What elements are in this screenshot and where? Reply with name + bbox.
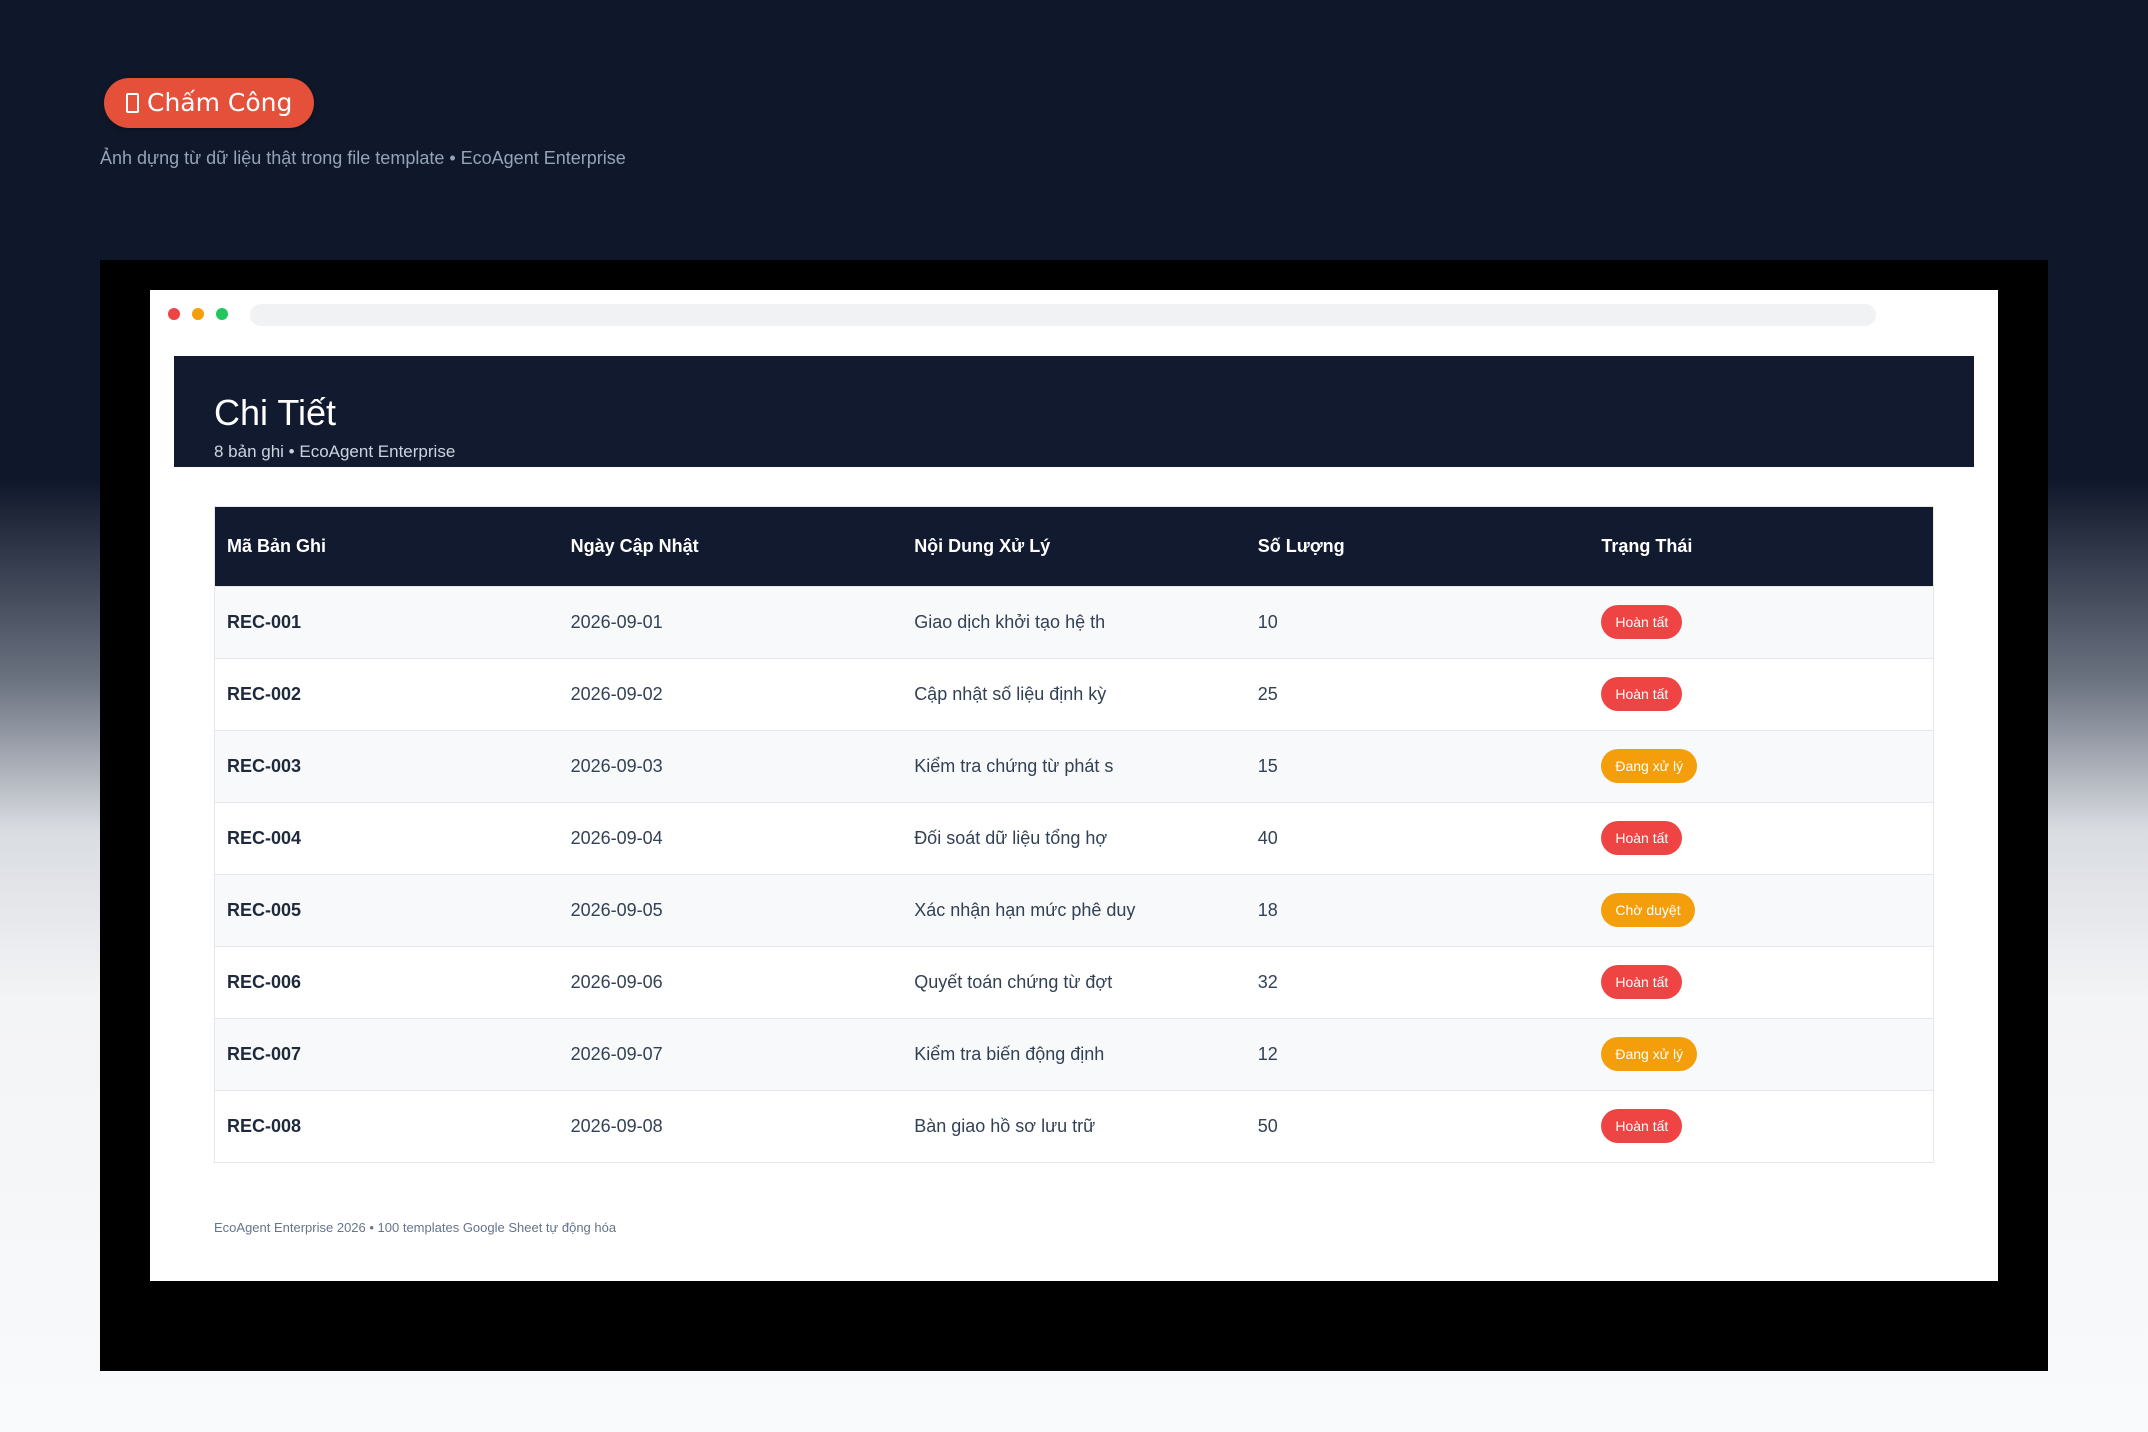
record-status-cell: Hoàn tất xyxy=(1589,1090,1933,1162)
footer-note: EcoAgent Enterprise 2026 • 100 templates… xyxy=(214,1220,617,1235)
record-content: Quyết toán chứng từ đợt xyxy=(914,971,1113,992)
record-quantity: 18 xyxy=(1257,899,1278,920)
table-row[interactable]: REC-008 2026-09-08 Bàn giao hồ sơ lưu tr… xyxy=(215,1090,1933,1162)
status-badge: Chờ duyệt xyxy=(1601,893,1695,927)
column-header-content[interactable]: Nội Dung Xử Lý xyxy=(914,535,1051,556)
status-badge: Hoàn tất xyxy=(1601,821,1683,855)
page-caption: Ảnh dựng từ dữ liệu thật trong file temp… xyxy=(100,148,626,168)
record-quantity: 50 xyxy=(1257,1115,1278,1136)
status-badge: Đang xử lý xyxy=(1601,1037,1698,1071)
table-row[interactable]: REC-003 2026-09-03 Kiểm tra chứng từ phá… xyxy=(215,730,1933,802)
table-row[interactable]: REC-007 2026-09-07 Kiểm tra biến động đị… xyxy=(215,1018,1933,1090)
record-content: Bàn giao hồ sơ lưu trữ xyxy=(914,1115,1096,1136)
status-badge: Đang xử lý xyxy=(1601,749,1698,783)
record-id: REC-002 xyxy=(227,683,302,704)
table-row[interactable]: REC-001 2026-09-01 Giao dịch khởi tạo hệ… xyxy=(215,586,1933,658)
page-subtitle: 8 bản ghi • EcoAgent Enterprise xyxy=(214,442,456,461)
module-badge-label: Chấm Công xyxy=(147,88,293,117)
records-table: Mã Bản Ghi Ngày Cập Nhật Nội Dung Xử Lý … xyxy=(214,506,1934,1163)
screenshot-frame: Chi Tiết 8 bản ghi • EcoAgent Enterprise… xyxy=(100,260,2048,1371)
table-row[interactable]: REC-004 2026-09-04 Đối soát dữ liệu tổng… xyxy=(215,802,1933,874)
record-content: Kiểm tra chứng từ phát s xyxy=(914,755,1114,776)
record-id: REC-008 xyxy=(227,1115,302,1136)
maximize-window-dot[interactable] xyxy=(216,308,228,320)
record-status-cell: Đang xử lý xyxy=(1589,730,1933,802)
record-date: 2026-09-01 xyxy=(570,611,663,632)
record-status-cell: Hoàn tất xyxy=(1589,586,1933,658)
table-row[interactable]: REC-005 2026-09-05 Xác nhận hạn mức phê … xyxy=(215,874,1933,946)
record-id: REC-007 xyxy=(227,1043,302,1064)
minimize-window-dot[interactable] xyxy=(192,308,204,320)
address-bar[interactable] xyxy=(250,304,1876,326)
record-date: 2026-09-06 xyxy=(570,971,663,992)
record-content: Giao dịch khởi tạo hệ th xyxy=(914,611,1106,632)
record-id: REC-001 xyxy=(227,611,302,632)
status-badge: Hoàn tất xyxy=(1601,677,1683,711)
status-badge: Hoàn tất xyxy=(1601,1109,1683,1144)
sheet-header: Chi Tiết 8 bản ghi • EcoAgent Enterprise xyxy=(174,356,1974,467)
record-content: Kiểm tra biến động định xyxy=(914,1043,1105,1064)
record-status-cell: Hoàn tất xyxy=(1589,946,1933,1018)
record-date: 2026-09-08 xyxy=(570,1115,663,1136)
record-id: REC-003 xyxy=(227,755,302,776)
record-id: REC-004 xyxy=(227,827,302,848)
record-content: Đối soát dữ liệu tổng hợ xyxy=(914,827,1108,848)
record-id: REC-005 xyxy=(227,899,302,920)
table-row[interactable]: REC-006 2026-09-06 Quyết toán chứng từ đ… xyxy=(215,946,1933,1018)
close-window-dot[interactable] xyxy=(168,308,180,320)
column-header-quantity[interactable]: Số Lượng xyxy=(1257,535,1345,556)
record-date: 2026-09-02 xyxy=(570,683,663,704)
record-quantity: 32 xyxy=(1257,971,1278,992)
browser-window: Chi Tiết 8 bản ghi • EcoAgent Enterprise… xyxy=(150,290,1998,1281)
status-badge: Hoàn tất xyxy=(1601,965,1683,999)
column-header-date[interactable]: Ngày Cập Nhật xyxy=(570,535,699,556)
record-quantity: 12 xyxy=(1257,1043,1278,1064)
record-date: 2026-09-04 xyxy=(570,827,663,848)
page-title: Chi Tiết xyxy=(214,392,337,433)
record-status-cell: Hoàn tất xyxy=(1589,802,1933,874)
browser-chrome xyxy=(150,290,1998,338)
record-id: REC-006 xyxy=(227,971,302,992)
record-quantity: 15 xyxy=(1257,755,1278,776)
record-quantity: 10 xyxy=(1257,611,1278,632)
record-status-cell: Hoàn tất xyxy=(1589,658,1933,730)
clock-icon xyxy=(126,93,139,113)
record-content: Cập nhật số liệu định kỳ xyxy=(914,683,1107,704)
record-quantity: 25 xyxy=(1257,683,1278,704)
status-badge: Hoàn tất xyxy=(1601,605,1683,639)
record-date: 2026-09-07 xyxy=(570,1043,663,1064)
column-header-id[interactable]: Mã Bản Ghi xyxy=(227,535,327,556)
column-header-status[interactable]: Trạng Thái xyxy=(1601,535,1693,556)
table-header-row: Mã Bản Ghi Ngày Cập Nhật Nội Dung Xử Lý … xyxy=(215,507,1933,586)
record-date: 2026-09-05 xyxy=(570,899,663,920)
record-content: Xác nhận hạn mức phê duy xyxy=(914,899,1136,920)
module-badge[interactable]: Chấm Công xyxy=(104,78,315,128)
table-row[interactable]: REC-002 2026-09-02 Cập nhật số liệu định… xyxy=(215,658,1933,730)
record-status-cell: Đang xử lý xyxy=(1589,1018,1933,1090)
record-quantity: 40 xyxy=(1257,827,1278,848)
record-date: 2026-09-03 xyxy=(570,755,663,776)
record-status-cell: Chờ duyệt xyxy=(1589,874,1933,946)
